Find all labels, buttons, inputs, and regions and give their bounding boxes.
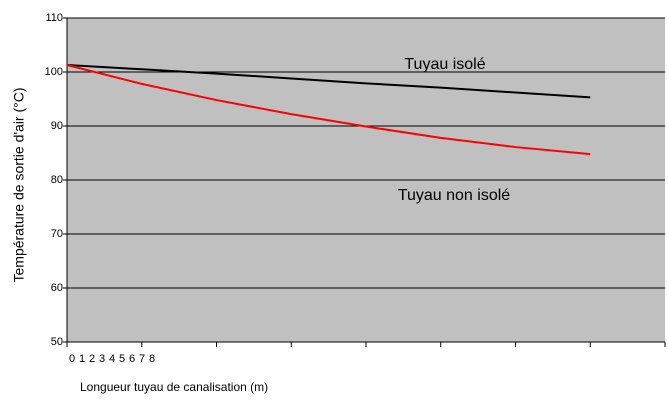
x-tick-label: 2 — [89, 353, 95, 365]
y-tick-label: 60 — [51, 282, 63, 294]
series-label: Tuyau isolé — [404, 56, 485, 73]
x-axis-label: Longueur tuyau de canalisation (m) — [80, 380, 268, 394]
x-tick-label: 6 — [129, 353, 135, 365]
x-tick-label: 7 — [139, 353, 145, 365]
y-tick-label: 50 — [51, 336, 63, 348]
y-tick-label: 80 — [51, 174, 63, 186]
x-tick-label: 8 — [149, 353, 155, 365]
y-axis-label: Température de sortie d'air (°C) — [11, 87, 27, 282]
x-tick-label: 4 — [109, 353, 115, 365]
x-tick-label: 3 — [99, 353, 105, 365]
series-line — [66, 63, 591, 99]
series-label: Tuyau non isolé — [398, 187, 510, 204]
y-tick-label: 110 — [45, 12, 63, 24]
x-tick-label: 1 — [79, 353, 85, 365]
y-tick-label: 90 — [51, 120, 63, 132]
x-tick-label: 5 — [119, 353, 125, 365]
x-tick-label: 0 — [69, 353, 75, 365]
y-tick-label: 100 — [45, 66, 63, 78]
y-tick-label: 70 — [51, 228, 63, 240]
series-line — [66, 64, 591, 156]
